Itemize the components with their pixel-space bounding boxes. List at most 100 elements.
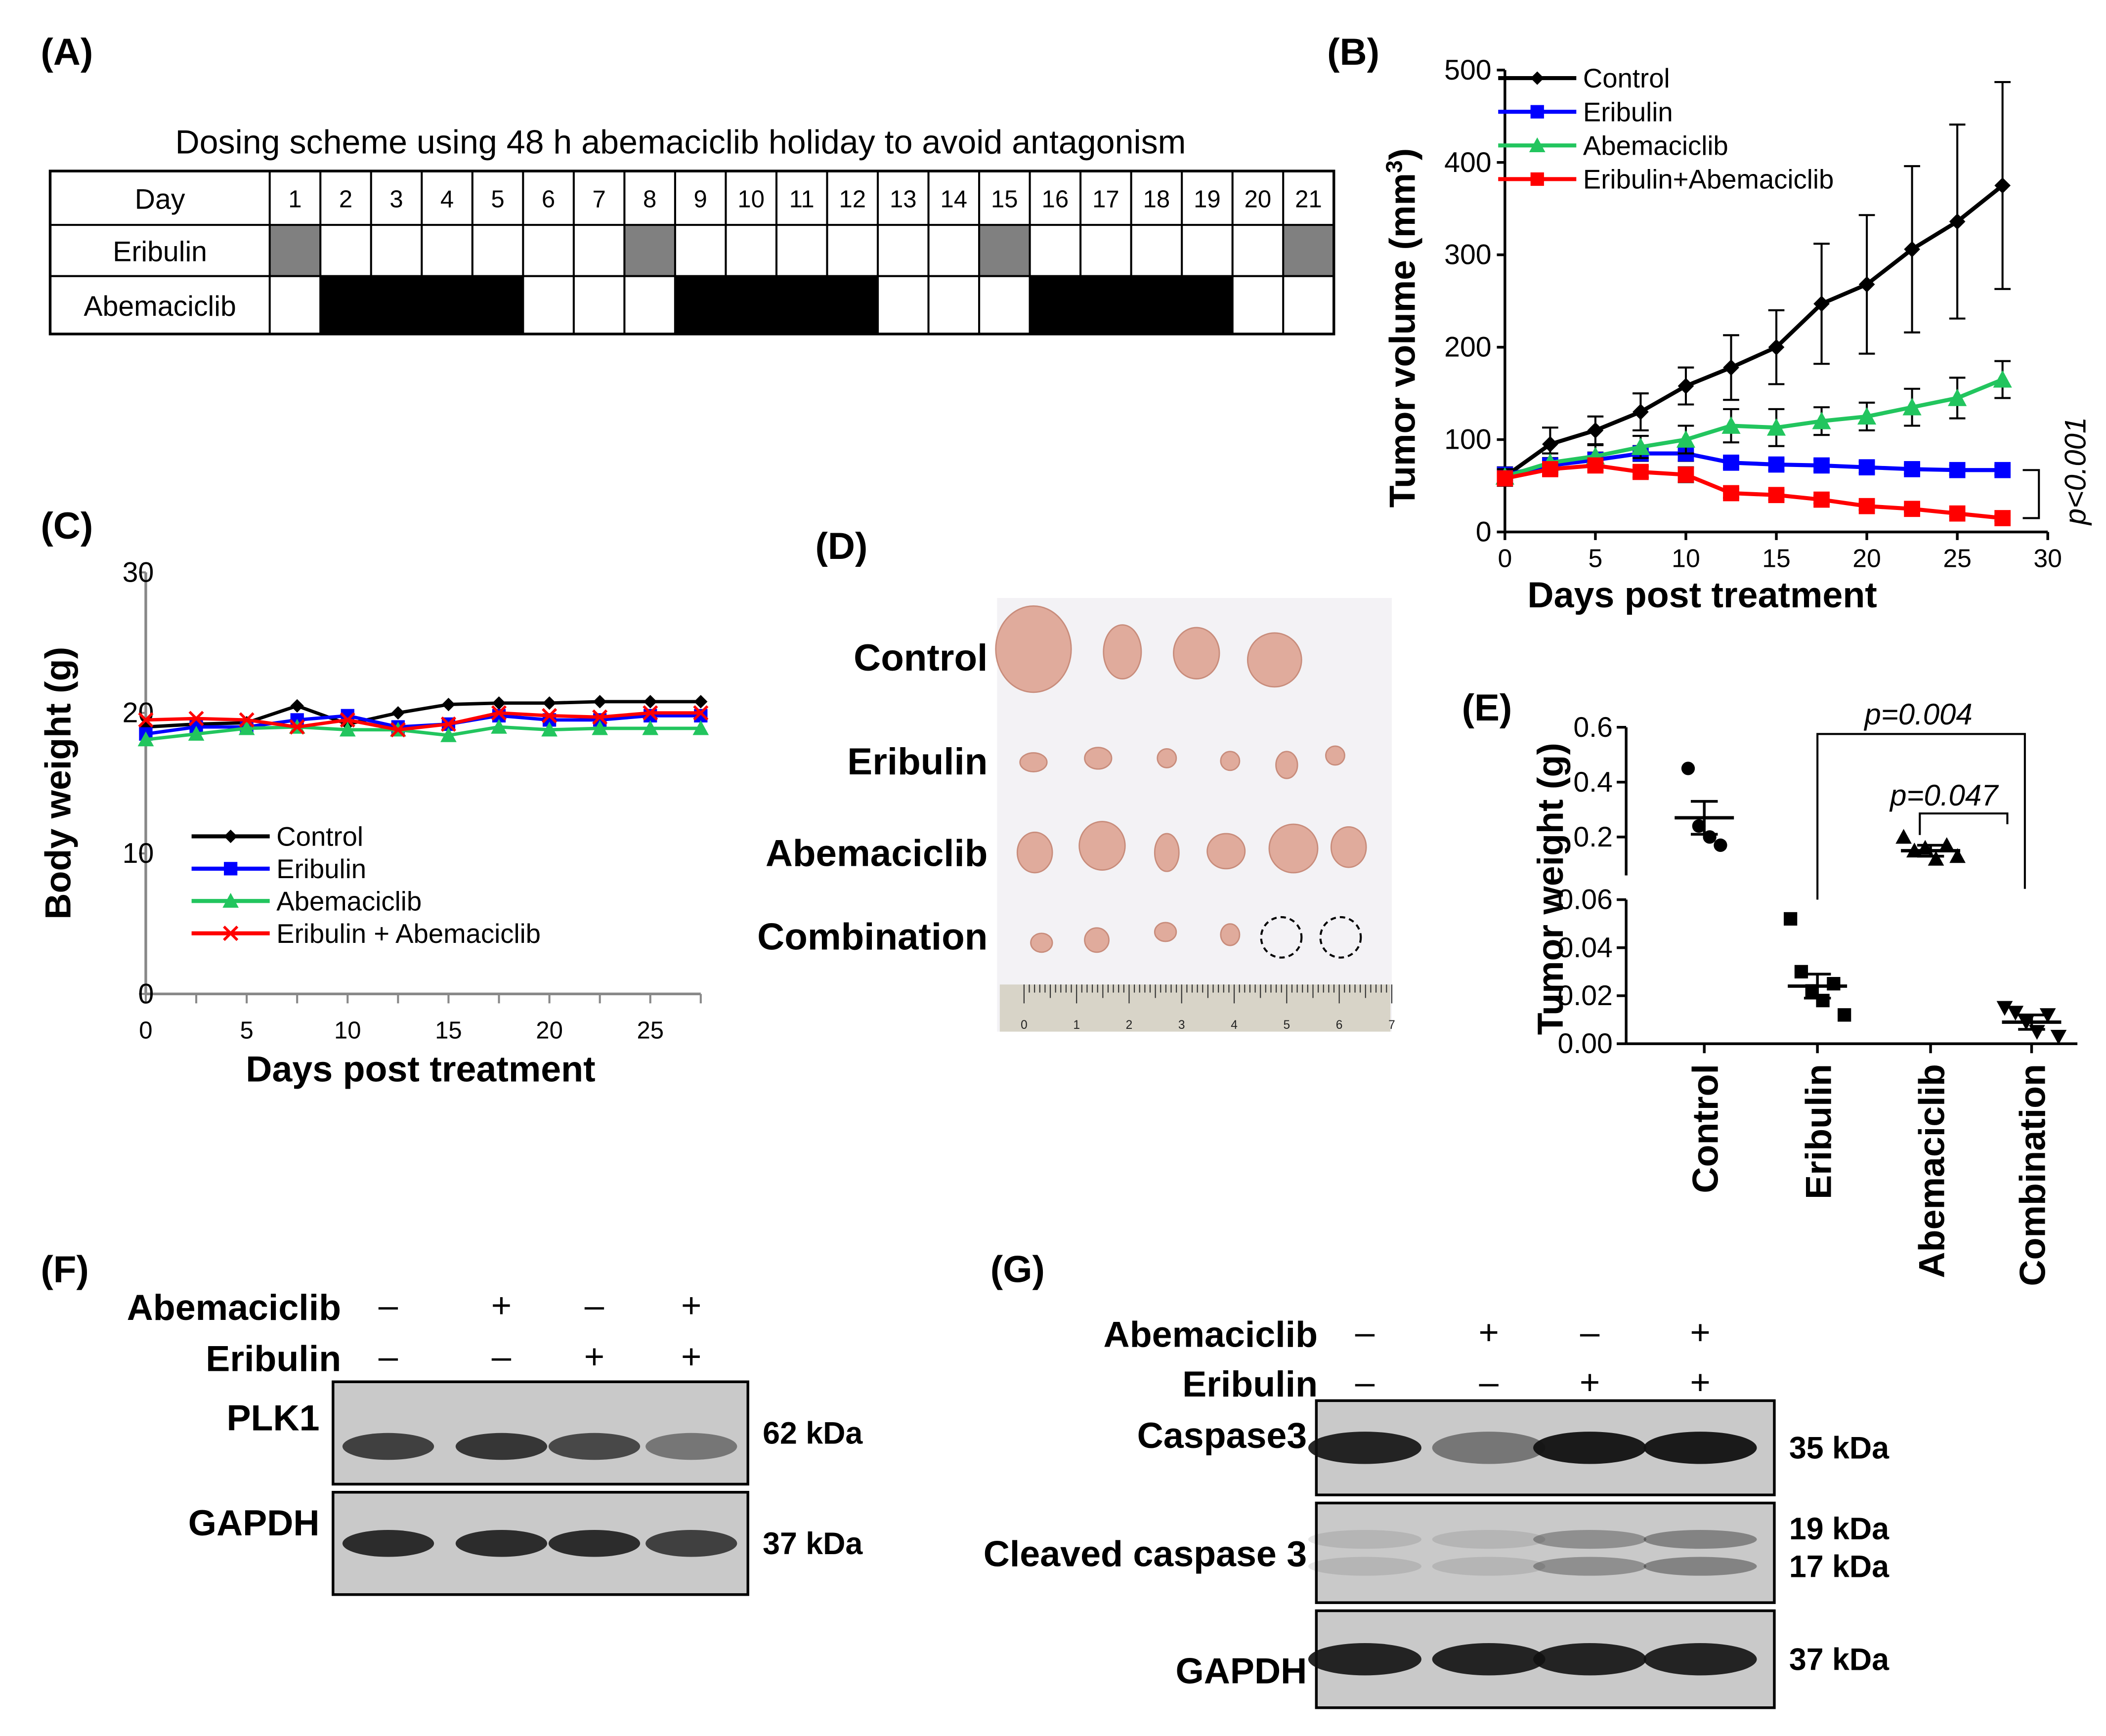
y-tick-label: 300 xyxy=(1444,239,1491,271)
abemaciclib-dose-cell xyxy=(1182,276,1233,334)
table-day-label: 5 xyxy=(491,186,504,213)
y-tick-label: 0 xyxy=(138,978,154,1010)
treatment-sign: – xyxy=(492,1337,512,1376)
treatment-sign: + xyxy=(681,1286,701,1325)
protein-band xyxy=(1533,1643,1647,1676)
data-point xyxy=(2050,1029,2067,1045)
table-day-label: 15 xyxy=(991,186,1018,213)
protein-band xyxy=(1432,1557,1546,1576)
table-day-label: 7 xyxy=(592,186,605,213)
data-point xyxy=(290,699,304,713)
legend-marker xyxy=(1529,137,1546,152)
data-point xyxy=(492,696,506,710)
data-point xyxy=(441,697,456,712)
series-line xyxy=(1504,184,2004,478)
p-value-label: p<0.001 xyxy=(2059,417,2092,526)
table-day-label: 14 xyxy=(941,186,968,213)
table-day-label: 12 xyxy=(839,186,866,213)
table-day-label: 2 xyxy=(339,186,352,213)
tumor-specimen xyxy=(1154,833,1180,872)
band-label: Caspase3 xyxy=(1137,1415,1307,1456)
data-point xyxy=(1587,457,1604,474)
data-point xyxy=(1858,459,1875,476)
y-axis-title-end: ) xyxy=(1381,148,1422,161)
panel-a-label: (A) xyxy=(41,31,93,73)
abemaciclib-dose-cell xyxy=(827,276,878,334)
molecular-weight-label: 37 kDa xyxy=(1789,1642,1890,1677)
table-day-label: 21 xyxy=(1295,186,1322,213)
data-point xyxy=(440,727,457,742)
treatment-sign: – xyxy=(1479,1363,1499,1402)
data-point xyxy=(1723,359,1739,376)
eribulin-dose-cell xyxy=(269,225,321,276)
eribulin-dose-cell xyxy=(1283,225,1334,276)
x-axis-title: Days post treatment xyxy=(1527,574,1877,615)
data-point xyxy=(1587,422,1604,439)
data-point xyxy=(1542,461,1558,477)
y-tick-label: 500 xyxy=(1444,54,1491,86)
protein-band xyxy=(1432,1432,1546,1464)
panel-f: (F) Abemaciclib – + – +Eribulin – – + +PLK1 62 kD… xyxy=(41,1249,863,1596)
band-label: Cleaved caspase 3 xyxy=(984,1533,1307,1574)
data-point xyxy=(592,709,608,725)
data-point xyxy=(1949,505,1966,522)
tumor-specimen xyxy=(1154,922,1177,942)
legend-label: Abemaciclib xyxy=(1583,130,1728,161)
treatment-sign: + xyxy=(491,1286,512,1325)
tumor-specimen xyxy=(1206,833,1246,870)
y-tick-label: 0.2 xyxy=(1573,821,1613,853)
y-axis-title: Tumor volume (mm3) xyxy=(1381,148,1422,508)
panel-f-label: (F) xyxy=(41,1249,88,1291)
y-tick-label: 30 xyxy=(123,556,154,588)
tumor-specimen xyxy=(1016,831,1053,874)
treatment-sign: + xyxy=(1690,1313,1710,1352)
y-tick-label: 200 xyxy=(1444,332,1491,363)
legend-label: Eribulin xyxy=(1583,97,1673,127)
data-point xyxy=(1928,850,1944,866)
data-point-b xyxy=(390,722,406,738)
missing-tumor-circle xyxy=(1260,916,1303,959)
y-tick-label: 10 xyxy=(123,838,154,869)
data-point xyxy=(1858,498,1875,514)
data-point xyxy=(693,705,709,721)
legend-label: Eribulin+Abemaciclib xyxy=(1583,165,1834,195)
y-tick-label: 0.4 xyxy=(1573,766,1613,798)
data-point xyxy=(1681,762,1695,775)
data-point xyxy=(2007,1006,2024,1021)
eribulin-dose-cell xyxy=(979,225,1030,276)
protein-band xyxy=(1308,1530,1421,1549)
data-point xyxy=(1766,418,1786,436)
protein-band xyxy=(1643,1557,1757,1576)
panel-g: (G) Abemaciclib – + – +Eribulin – – + +Caspase3 3… xyxy=(984,1249,1890,1709)
data-point xyxy=(1723,454,1739,471)
abemaciclib-dose-cell xyxy=(675,276,726,334)
protein-band xyxy=(645,1433,737,1460)
protein-band xyxy=(548,1530,641,1557)
tumor-specimen xyxy=(1275,751,1298,779)
data-point xyxy=(1813,296,1830,312)
panel-e-label: (E) xyxy=(1462,687,1512,729)
treatment-sign: + xyxy=(681,1337,701,1376)
legend-label: Control xyxy=(1583,63,1670,93)
data-point xyxy=(593,695,607,709)
table-day-label: 11 xyxy=(789,186,815,213)
series-control xyxy=(1497,81,2011,487)
data-point xyxy=(1714,838,1727,852)
y-axis-title-text: Tumor volume (mm xyxy=(1381,173,1422,508)
data-point-b xyxy=(440,716,456,732)
tumor-specimen xyxy=(1173,627,1220,679)
ruler-number: 3 xyxy=(1178,1018,1185,1032)
tumor-specimen xyxy=(1084,747,1113,770)
protein-band xyxy=(1643,1530,1757,1549)
tumor-specimen xyxy=(1246,632,1302,688)
ruler-number: 6 xyxy=(1336,1018,1343,1032)
band-label: GAPDH xyxy=(1176,1651,1307,1692)
treatment-sign: + xyxy=(584,1337,604,1376)
data-point xyxy=(339,721,356,737)
treatment-sign: – xyxy=(379,1286,398,1325)
abemaciclib-dose-cell xyxy=(371,276,422,334)
data-point xyxy=(391,706,405,720)
legend-marker xyxy=(1530,105,1544,119)
